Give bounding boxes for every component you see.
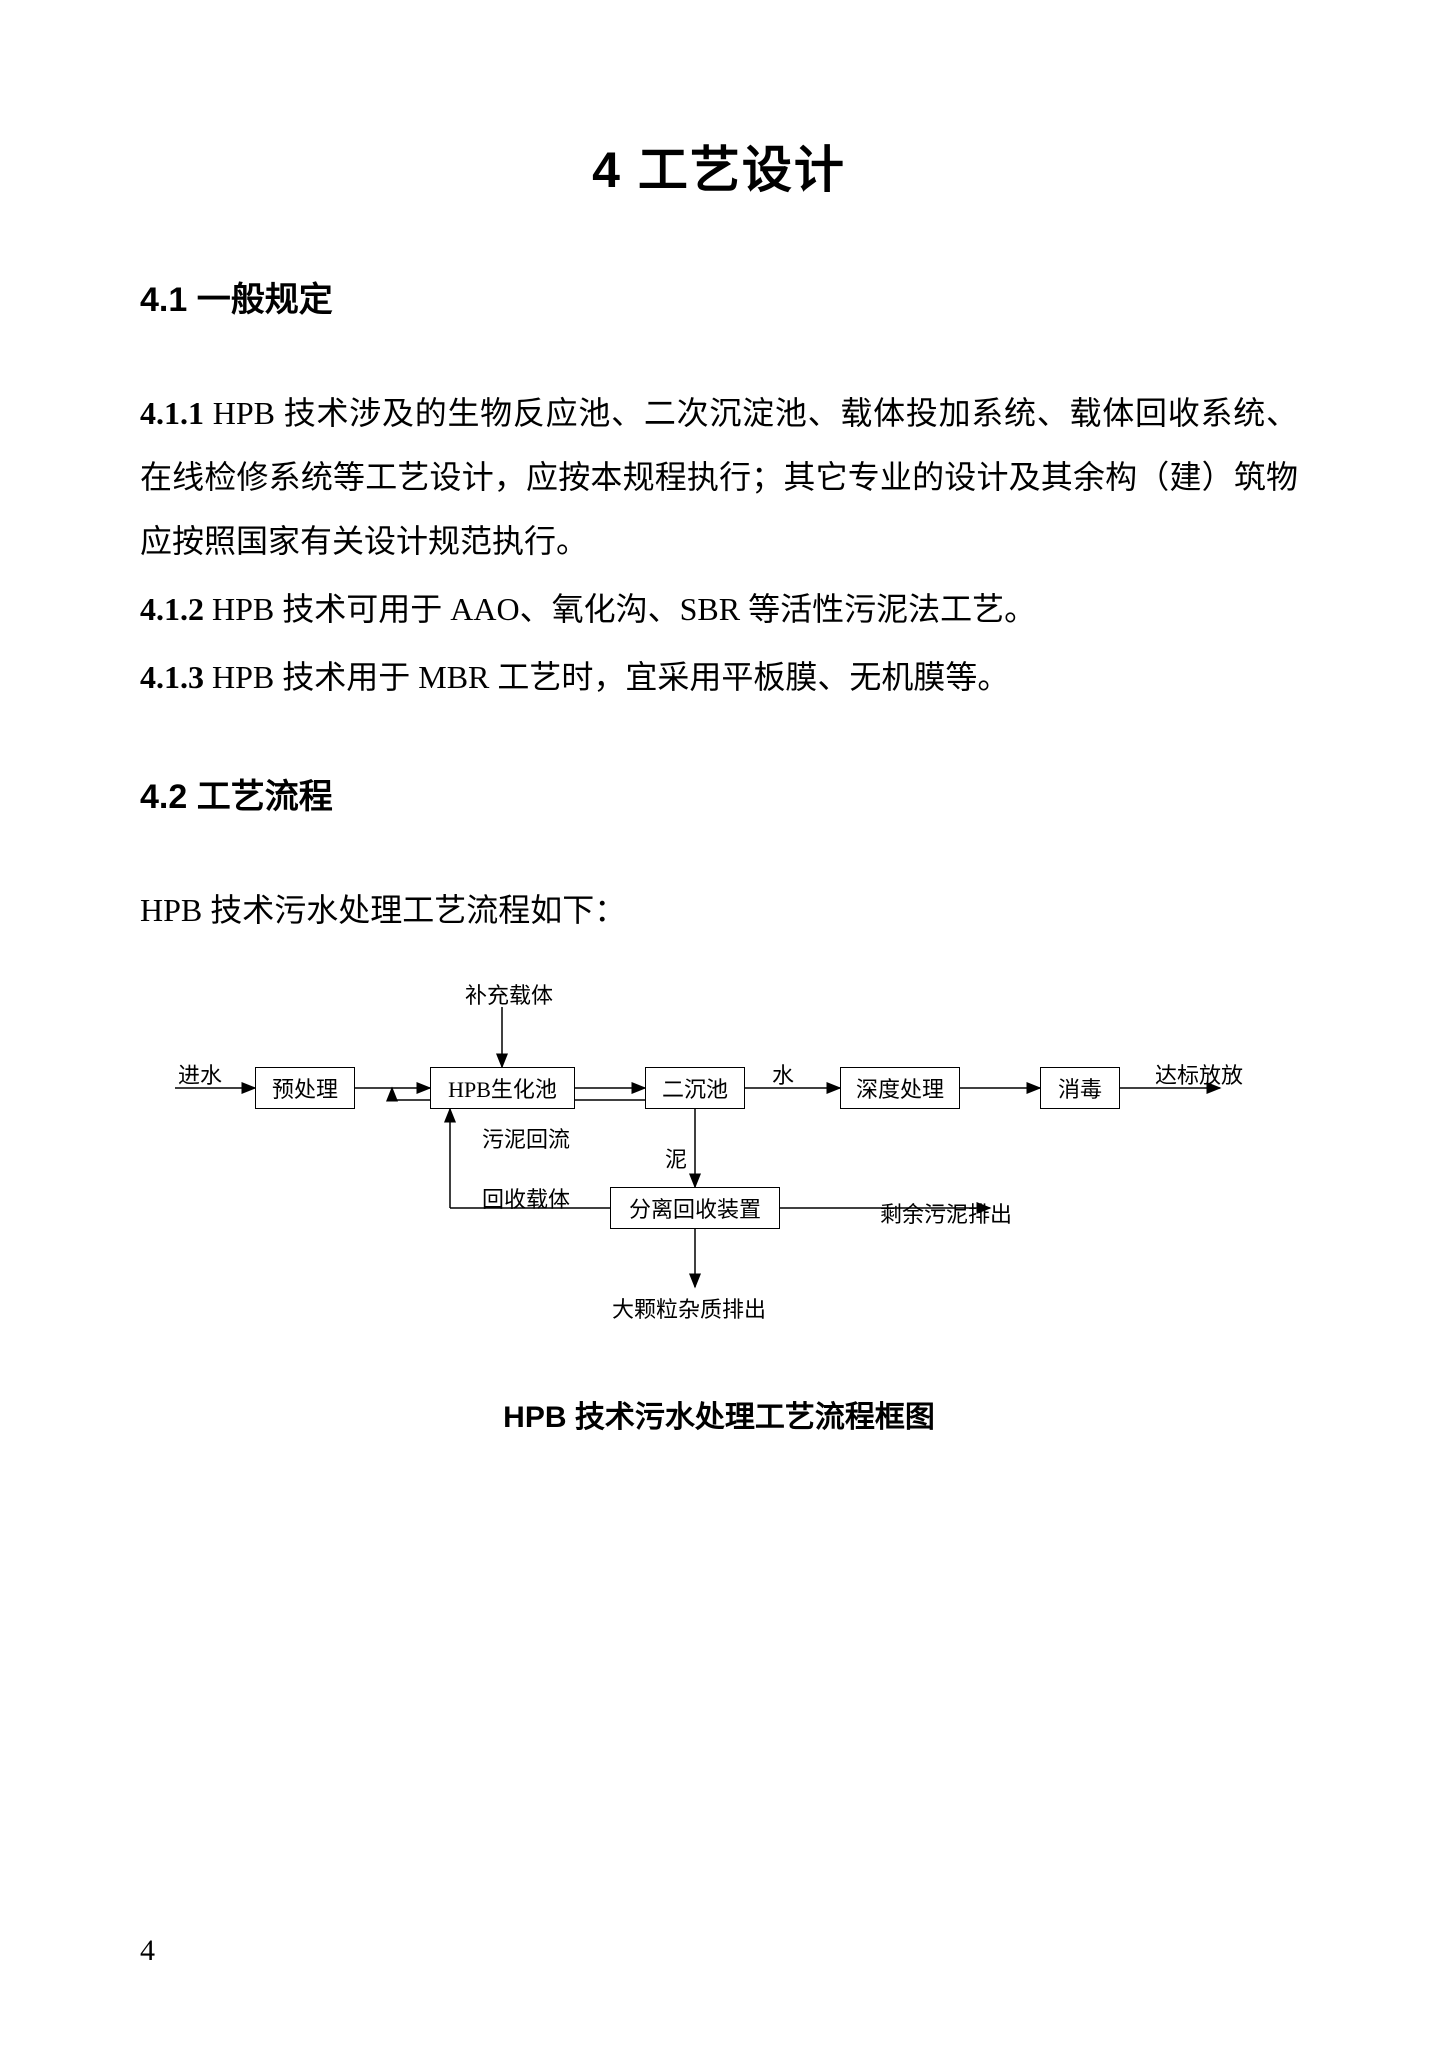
- flow-label-bottom: 大颗粒杂质排出: [612, 1292, 766, 1324]
- clause-text: HPB 技术用于 MBR 工艺时，宜采用平板膜、无机膜等。: [204, 659, 1009, 695]
- flow-label-inflow: 进水: [178, 1058, 222, 1090]
- flow-node-pretreat: 预处理: [255, 1067, 355, 1109]
- paragraph-4-1-1: 4.1.1 HPB 技术涉及的生物反应池、二次沉淀池、载体投加系统、载体回收系统…: [140, 381, 1298, 573]
- clause-text: HPB 技术可用于 AAO、氧化沟、SBR 等活性污泥法工艺。: [204, 591, 1036, 627]
- flow-label-top_sup: 补充载体: [465, 978, 553, 1010]
- flow-intro-text: HPB 技术污水处理工艺流程如下：: [140, 878, 1298, 942]
- clause-text: HPB 技术涉及的生物反应池、二次沉淀池、载体投加系统、载体回收系统、在线检修系…: [140, 395, 1298, 559]
- flow-node-deep: 深度处理: [840, 1067, 960, 1109]
- flow-label-sludge_rec: 污泥回流: [482, 1122, 570, 1154]
- paragraph-4-1-3: 4.1.3 HPB 技术用于 MBR 工艺时，宜采用平板膜、无机膜等。: [140, 645, 1298, 709]
- section-4-1-heading: 4.1 一般规定: [140, 272, 1298, 321]
- flow-node-disinfect: 消毒: [1040, 1067, 1120, 1109]
- flowchart-diagram: 预处理 HPB生化池 二沉池 深度处理 消毒分离回收装置 进水 补充载体水 达标放放污泥回流泥…: [160, 972, 1260, 1352]
- page-number: 4: [140, 1934, 155, 1968]
- flow-node-recovery: 分离回收装置: [610, 1187, 780, 1229]
- clause-number: 4.1.3: [140, 659, 204, 695]
- section-4-2-heading: 4.2 工艺流程: [140, 769, 1298, 818]
- figure-caption: HPB 技术污水处理工艺流程框图: [140, 1392, 1298, 1436]
- flow-label-outflow: 达标放放: [1155, 1058, 1243, 1090]
- clause-number: 4.1.2: [140, 591, 204, 627]
- flow-label-mud: 泥: [665, 1142, 687, 1174]
- flow-label-excess: 剩余污泥排出: [880, 1197, 1012, 1229]
- flow-node-hpb: HPB生化池: [430, 1067, 575, 1109]
- clause-number: 4.1.1: [140, 395, 204, 431]
- flow-label-rec_car: 回收载体: [482, 1182, 570, 1214]
- flow-node-sed: 二沉池: [645, 1067, 745, 1109]
- flow-label-water: 水: [772, 1058, 794, 1090]
- paragraph-4-1-2: 4.1.2 HPB 技术可用于 AAO、氧化沟、SBR 等活性污泥法工艺。: [140, 577, 1298, 641]
- document-page: 4 工艺设计 4.1 一般规定 4.1.1 HPB 技术涉及的生物反应池、二次沉…: [0, 0, 1438, 2048]
- chapter-title: 4 工艺设计: [140, 130, 1298, 202]
